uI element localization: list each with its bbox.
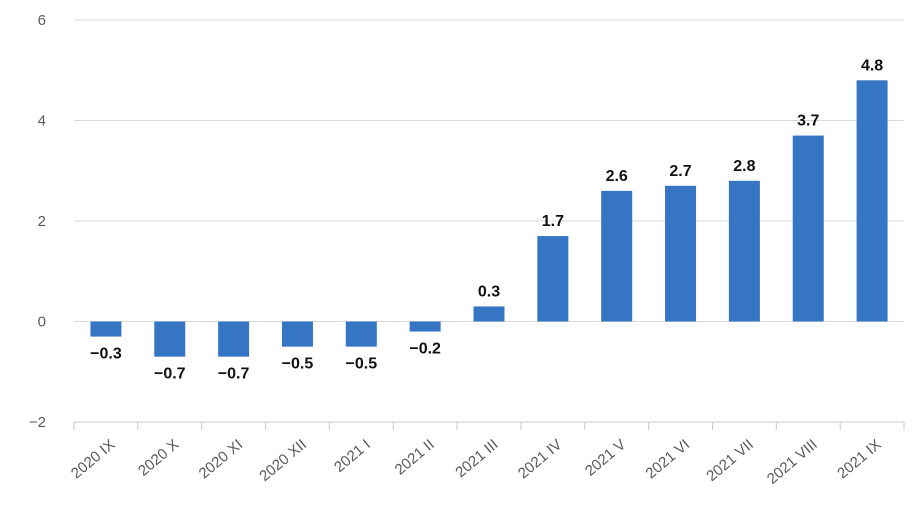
y-axis: −2 0 2 4 6 xyxy=(29,12,46,431)
x-axis: 2020 IX 2020 X 2020 XI 2020 XII 2021 I 2021 I… xyxy=(68,421,905,488)
data-label: 2.6 xyxy=(606,168,628,185)
gridlines xyxy=(74,19,904,322)
data-label: 0.3 xyxy=(478,283,500,300)
bar-2021-v xyxy=(601,190,633,322)
data-label: −0.2 xyxy=(409,341,441,358)
bar-2020-x xyxy=(154,321,186,357)
x-tick-label: 2021 V xyxy=(582,436,629,480)
bar-2021-i xyxy=(345,321,377,347)
data-label: −0.7 xyxy=(218,366,250,383)
y-tick-label: 6 xyxy=(38,12,46,29)
y-tick-label: −2 xyxy=(29,414,46,431)
bar-2020-xii xyxy=(281,321,313,347)
bar-2021-iii xyxy=(473,306,505,322)
bar-2021-vi xyxy=(665,185,697,322)
data-label: −0.3 xyxy=(90,346,122,363)
bar-2021-iv xyxy=(537,236,569,322)
bar-2021-vii xyxy=(728,180,760,322)
x-tick-label: 2021 I xyxy=(331,436,374,476)
data-labels: −0.3 −0.7 −0.7 −0.5 −0.5 −0.2 0.3 1.7 2.6 2.7 2.8 3… xyxy=(90,57,883,382)
data-label: 1.7 xyxy=(542,213,564,230)
data-label: 3.7 xyxy=(797,113,819,130)
x-tick-label: 2021 II xyxy=(392,436,438,479)
data-label: −0.7 xyxy=(154,366,186,383)
x-tick-label: 2020 XII xyxy=(256,436,310,485)
bar-2020-xi xyxy=(218,321,250,357)
x-tick-label: 2021 VI xyxy=(643,436,694,482)
x-tick-label: 2020 IX xyxy=(68,436,119,482)
bar-2021-ii xyxy=(409,321,441,332)
bar-2021-ix xyxy=(856,80,888,322)
data-label: 2.8 xyxy=(733,158,755,175)
x-tick-label: 2021 VII xyxy=(703,436,757,485)
x-tick-label: 2021 IX xyxy=(834,436,885,482)
data-label: −0.5 xyxy=(346,356,378,373)
bar-2021-viii xyxy=(792,135,824,322)
y-tick-label: 0 xyxy=(38,314,46,331)
x-tick-label: 2021 III xyxy=(452,436,501,481)
y-tick-label: 4 xyxy=(38,113,46,130)
bars xyxy=(90,80,888,357)
data-label: −0.5 xyxy=(282,356,314,373)
data-label: 4.8 xyxy=(861,57,883,74)
x-tick-label: 2021 IV xyxy=(515,436,566,482)
y-tick-label: 2 xyxy=(38,213,46,230)
x-tick-label: 2020 XI xyxy=(196,436,247,482)
bar-2020-ix xyxy=(90,321,122,337)
x-tick-label: 2020 X xyxy=(135,436,182,480)
data-label: 2.7 xyxy=(669,163,691,180)
x-tick-label: 2021 VIII xyxy=(764,436,821,488)
